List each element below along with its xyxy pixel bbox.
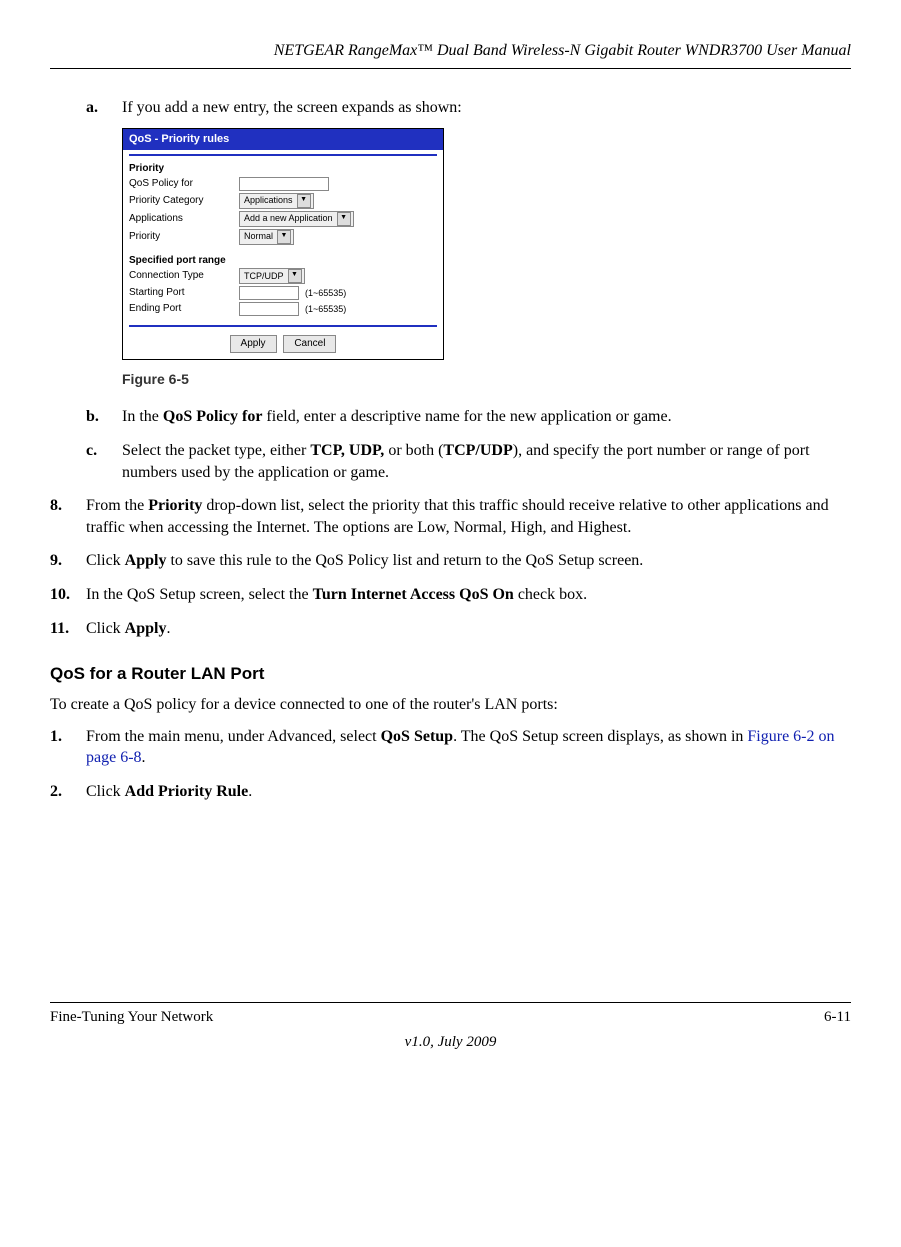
row-priority-category: Priority Category Applications▼ [123, 192, 443, 210]
lan-step-2: 2. Click Add Priority Rule. [50, 781, 851, 803]
section-intro: To create a QoS policy for a device conn… [50, 694, 851, 716]
step-9: 9. Click Apply to save this rule to the … [50, 550, 851, 572]
section-heading-qos-lan: QoS for a Router LAN Port [50, 663, 851, 686]
step-a-text: If you add a new entry, the screen expan… [122, 99, 462, 116]
row-starting-port: Starting Port (1~65535) [123, 285, 443, 301]
step-8-text: From the Priority drop-down list, select… [86, 497, 829, 536]
screenshot-section-priority: Priority [123, 162, 443, 176]
label-applications: Applications [129, 212, 239, 226]
step-b-text: In the QoS Policy for field, enter a des… [122, 408, 672, 425]
label-starting-port: Starting Port [129, 286, 239, 300]
step-c-marker: c. [86, 440, 97, 462]
chevron-down-icon: ▼ [288, 269, 302, 283]
step-c: c. Select the packet type, either TCP, U… [86, 440, 851, 483]
input-ending-port[interactable] [239, 302, 299, 316]
figure-6-5: QoS - Priority rules Priority QoS Policy… [122, 128, 851, 359]
select-priority[interactable]: Normal▼ [239, 229, 294, 245]
document-header: NETGEAR RangeMax™ Dual Band Wireless-N G… [50, 40, 851, 69]
label-qos-policy-for: QoS Policy for [129, 177, 239, 191]
step-9-marker: 9. [50, 550, 62, 572]
lan-step-1: 1. From the main menu, under Advanced, s… [50, 726, 851, 769]
step-a: a. If you add a new entry, the screen ex… [86, 97, 851, 389]
figure-caption: Figure 6-5 [122, 370, 851, 389]
screenshot-button-row: Apply Cancel [123, 331, 443, 359]
select-applications[interactable]: Add a new Application▼ [239, 211, 354, 227]
step-8: 8. From the Priority drop-down list, sel… [50, 495, 851, 538]
hint-ending-port: (1~65535) [305, 303, 346, 315]
lan-step-1-marker: 1. [50, 726, 62, 748]
input-starting-port[interactable] [239, 286, 299, 300]
row-ending-port: Ending Port (1~65535) [123, 301, 443, 317]
lan-step-2-marker: 2. [50, 781, 62, 803]
hint-starting-port: (1~65535) [305, 287, 346, 299]
step-a-marker: a. [86, 97, 98, 119]
footer-page-number: 6-11 [824, 1007, 851, 1027]
step-b-marker: b. [86, 406, 99, 428]
step-9-text: Click Apply to save this rule to the QoS… [86, 552, 643, 569]
step-8-marker: 8. [50, 495, 62, 517]
step-10-text: In the QoS Setup screen, select the Turn… [86, 586, 587, 603]
step-10-marker: 10. [50, 584, 70, 606]
row-applications: Applications Add a new Application▼ [123, 210, 443, 228]
apply-button[interactable]: Apply [230, 335, 277, 353]
label-priority-category: Priority Category [129, 194, 239, 208]
cancel-button[interactable]: Cancel [283, 335, 336, 353]
step-11: 11. Click Apply. [50, 618, 851, 640]
input-qos-policy-for[interactable] [239, 177, 329, 191]
chevron-down-icon: ▼ [277, 230, 291, 244]
document-footer: Fine-Tuning Your Network 6-11 v1.0, July… [50, 1002, 851, 1052]
screenshot-rule-2 [129, 325, 437, 327]
label-priority: Priority [129, 230, 239, 244]
step-c-text: Select the packet type, either TCP, UDP,… [122, 442, 810, 481]
lan-step-2-text: Click Add Priority Rule. [86, 783, 252, 800]
label-ending-port: Ending Port [129, 302, 239, 316]
screenshot-title: QoS - Priority rules [123, 129, 443, 150]
row-priority: Priority Normal▼ [123, 228, 443, 246]
screenshot-rule [129, 154, 437, 156]
step-11-marker: 11. [50, 618, 69, 640]
footer-section-title: Fine-Tuning Your Network [50, 1007, 213, 1027]
lan-step-1-text: From the main menu, under Advanced, sele… [86, 728, 835, 767]
screenshot-section-port-range: Specified port range [123, 254, 443, 268]
select-connection-type[interactable]: TCP/UDP▼ [239, 268, 305, 284]
select-priority-category[interactable]: Applications▼ [239, 193, 314, 209]
step-b: b. In the QoS Policy for field, enter a … [86, 406, 851, 428]
row-connection-type: Connection Type TCP/UDP▼ [123, 267, 443, 285]
qos-screenshot: QoS - Priority rules Priority QoS Policy… [122, 128, 444, 359]
footer-version: v1.0, July 2009 [50, 1032, 851, 1052]
chevron-down-icon: ▼ [297, 194, 311, 208]
label-connection-type: Connection Type [129, 269, 239, 283]
step-11-text: Click Apply. [86, 620, 170, 637]
step-10: 10. In the QoS Setup screen, select the … [50, 584, 851, 606]
row-qos-policy-for: QoS Policy for [123, 176, 443, 192]
chevron-down-icon: ▼ [337, 212, 351, 226]
